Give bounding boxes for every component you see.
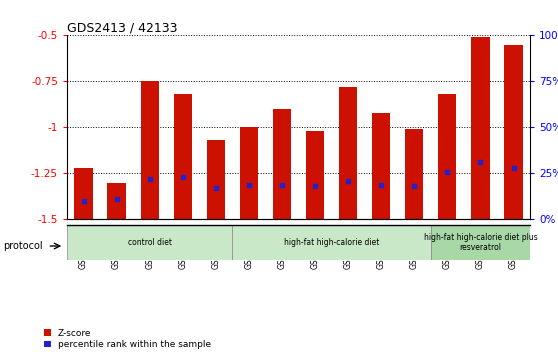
Bar <box>206 140 225 219</box>
Bar <box>504 45 523 219</box>
Legend: Z-score, percentile rank within the sample: Z-score, percentile rank within the samp… <box>44 329 211 349</box>
Text: control diet: control diet <box>128 238 172 247</box>
Bar <box>108 183 126 219</box>
Bar <box>273 109 291 219</box>
Text: high-fat high-calorie diet plus
resveratrol: high-fat high-calorie diet plus resverat… <box>424 233 537 252</box>
Bar <box>240 127 258 219</box>
Bar <box>67 225 232 260</box>
Bar <box>405 129 424 219</box>
Bar <box>339 87 357 219</box>
Bar <box>74 168 93 219</box>
Text: high-fat high-calorie diet: high-fat high-calorie diet <box>284 238 379 247</box>
Text: protocol: protocol <box>3 241 42 251</box>
Bar <box>306 131 324 219</box>
Text: GDS2413 / 42133: GDS2413 / 42133 <box>67 21 177 34</box>
Bar <box>431 225 530 260</box>
Bar <box>472 37 489 219</box>
Bar <box>438 94 456 219</box>
Bar <box>372 113 391 219</box>
Bar <box>174 94 192 219</box>
Bar <box>232 225 431 260</box>
Bar <box>141 81 159 219</box>
